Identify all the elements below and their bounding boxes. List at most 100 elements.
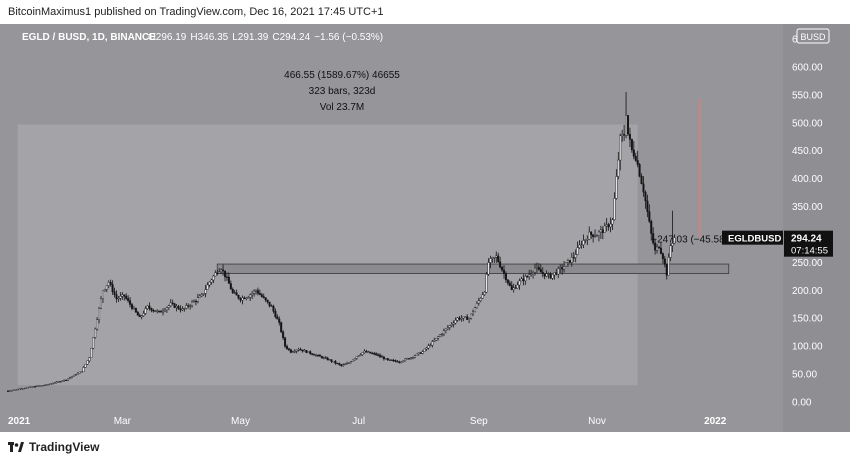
candle-body <box>625 115 628 136</box>
candle-body <box>520 278 523 282</box>
candle-body <box>599 229 602 233</box>
candle-body <box>260 294 263 297</box>
candle-body <box>456 317 459 321</box>
candle-body <box>125 295 128 299</box>
candle-body <box>142 313 145 316</box>
candle-body <box>293 351 296 353</box>
candle-body <box>80 371 83 373</box>
x-tick-label: Jul <box>352 416 365 427</box>
candle-body <box>276 316 279 320</box>
candle-body <box>510 285 513 290</box>
candle-body <box>417 352 420 355</box>
candle-body <box>582 240 585 246</box>
candle-body <box>547 273 550 275</box>
candle-body <box>623 134 626 136</box>
support-zone[interactable] <box>216 263 730 274</box>
candle-body <box>32 386 35 388</box>
candle-body <box>497 255 500 262</box>
x-tick-label: Mar <box>114 416 132 427</box>
price-axis-background[interactable] <box>783 24 850 432</box>
candle-body <box>115 294 118 300</box>
candle-body <box>225 276 228 278</box>
candle-body <box>661 253 664 259</box>
candle-body <box>171 302 174 304</box>
candle-body <box>65 379 68 381</box>
candle-body <box>363 350 366 354</box>
candle-body <box>270 305 273 307</box>
candle-body <box>541 271 544 274</box>
candle-body <box>613 198 616 220</box>
candle-body <box>421 351 424 354</box>
candle-body <box>334 361 337 364</box>
candle-body <box>439 334 442 337</box>
candle-body <box>146 305 149 309</box>
candle-body <box>84 364 87 368</box>
price-chart[interactable]: −247.03 (−45.58%) −24 650.00600.00550.00… <box>0 24 850 432</box>
candle-body <box>514 287 517 289</box>
candle-body <box>280 322 283 333</box>
candle-body <box>317 354 320 357</box>
measure-box[interactable] <box>17 124 638 386</box>
candle-body <box>534 267 537 273</box>
candle-body <box>161 310 164 313</box>
candle-body <box>634 156 637 161</box>
candle-body <box>348 362 351 364</box>
candle-body <box>545 273 548 277</box>
candle-body <box>410 357 413 359</box>
x-tick-label: 2021 <box>8 416 31 427</box>
candle-body <box>318 355 321 357</box>
candle-body <box>10 390 13 392</box>
candle-body <box>344 363 347 366</box>
close-value: 294.24 <box>280 32 311 43</box>
candle-body <box>648 211 651 222</box>
candle-body <box>659 247 662 254</box>
candle-body <box>415 353 418 356</box>
time-axis[interactable]: 2021 Mar May Jul Sep Nov 2022 <box>8 416 727 427</box>
candle-body <box>99 298 102 309</box>
candle-body <box>462 316 465 319</box>
candle-body <box>475 303 478 308</box>
tradingview-logo[interactable]: TradingView <box>8 440 99 454</box>
candle-body <box>596 235 599 237</box>
candle-body <box>278 318 281 323</box>
candle-body <box>204 289 207 294</box>
candle-body <box>301 349 304 352</box>
candle-body <box>144 308 147 314</box>
candle-body <box>404 358 407 362</box>
candle-body <box>148 305 151 309</box>
candle-body <box>223 270 226 278</box>
measure-label-line2: 323 bars, 323d <box>309 86 376 97</box>
candle-body <box>375 353 378 355</box>
candle-body <box>210 279 213 283</box>
candle-body <box>235 292 238 296</box>
candle-body <box>632 149 635 157</box>
candle-body <box>96 319 99 330</box>
candle-body <box>346 363 349 365</box>
candle-body <box>406 358 409 360</box>
currency-badge[interactable]: BUSD <box>796 28 830 44</box>
candle-body <box>34 386 37 388</box>
candle-body <box>380 356 383 358</box>
candle-body <box>297 349 300 351</box>
candle-body <box>489 258 492 263</box>
candle-body <box>169 302 172 306</box>
low-label: L <box>232 32 238 43</box>
symbol-tag-text: EGLDBUSD <box>728 234 781 245</box>
tradingview-logo-icon <box>8 442 24 452</box>
candle-body <box>429 344 432 347</box>
candle-body <box>322 357 325 359</box>
candle-body <box>67 378 70 381</box>
candle-body <box>198 295 201 298</box>
candle-body <box>584 239 587 241</box>
candle-body <box>656 246 659 251</box>
candle-body <box>563 266 566 270</box>
candle-body <box>663 258 666 265</box>
candle-body <box>351 359 354 362</box>
candle-body <box>76 373 79 375</box>
last-price-tag <box>784 230 833 257</box>
high-value: 346.35 <box>198 32 229 43</box>
x-tick-label: Nov <box>588 416 606 427</box>
candle-body <box>156 310 159 312</box>
candle-body <box>361 352 364 355</box>
candle-body <box>59 381 62 383</box>
